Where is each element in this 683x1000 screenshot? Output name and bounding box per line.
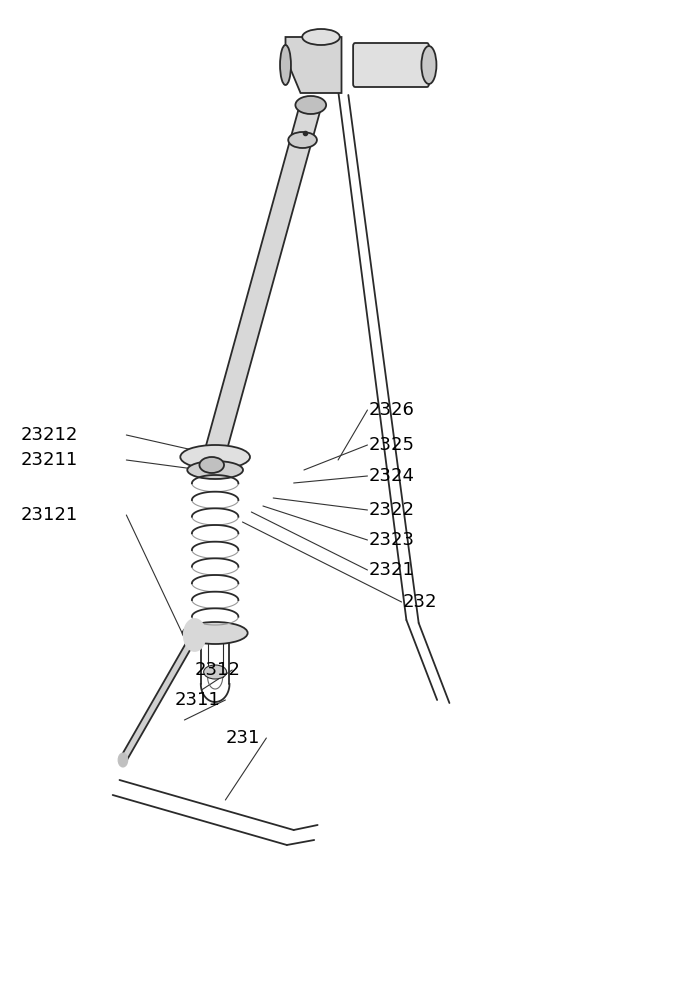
Polygon shape <box>202 99 320 471</box>
Ellipse shape <box>302 29 340 45</box>
Text: 2312: 2312 <box>195 661 240 679</box>
Text: 23121: 23121 <box>20 506 78 524</box>
Ellipse shape <box>288 132 317 148</box>
FancyBboxPatch shape <box>353 43 429 87</box>
Text: 2326: 2326 <box>369 401 415 419</box>
Circle shape <box>118 753 128 767</box>
Text: 2311: 2311 <box>174 691 220 709</box>
Circle shape <box>184 619 206 651</box>
Polygon shape <box>285 37 342 93</box>
Text: 23211: 23211 <box>20 451 78 469</box>
Text: 2323: 2323 <box>369 531 415 549</box>
Text: 232: 232 <box>403 593 438 611</box>
Ellipse shape <box>180 445 250 469</box>
Ellipse shape <box>280 45 291 85</box>
Ellipse shape <box>187 461 243 479</box>
Ellipse shape <box>199 457 224 473</box>
Text: 2325: 2325 <box>369 436 415 454</box>
Ellipse shape <box>421 46 436 84</box>
Text: 23212: 23212 <box>20 426 78 444</box>
Text: 2322: 2322 <box>369 501 415 519</box>
Ellipse shape <box>295 96 326 114</box>
Text: 2321: 2321 <box>369 561 415 579</box>
Polygon shape <box>121 632 197 763</box>
Text: 2324: 2324 <box>369 467 415 485</box>
Text: 231: 231 <box>225 729 260 747</box>
Ellipse shape <box>204 665 227 679</box>
Ellipse shape <box>182 622 248 644</box>
